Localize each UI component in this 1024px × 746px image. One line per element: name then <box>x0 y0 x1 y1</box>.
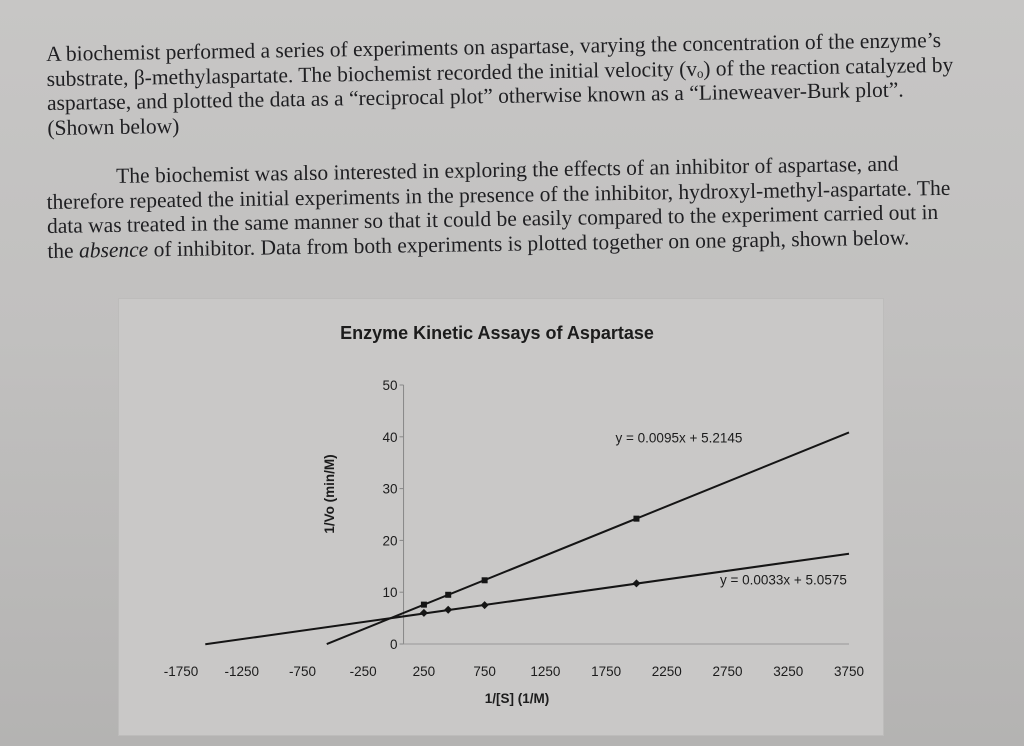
series-1-point <box>481 577 488 584</box>
x-tick-label: 750 <box>473 664 496 679</box>
y-axis-label: 1/Vo (min/M) <box>322 454 337 533</box>
series-2-trendline <box>205 552 850 646</box>
paragraph-inhibitor: The biochemist was also interested in ex… <box>46 151 967 263</box>
plot-area: 0 10 20 30 40 50 -1750 -1250 -750 -250 250 750 1250 1… <box>164 378 864 679</box>
x-axis-label: 1/[S] (1/M) <box>485 691 550 706</box>
y-tick-label: 10 <box>383 585 398 600</box>
series-1-trendline <box>326 431 850 645</box>
series-1-point <box>420 601 427 608</box>
series-1-point <box>633 515 640 522</box>
series-1-point <box>445 591 452 598</box>
y-tick-label: 50 <box>383 378 398 393</box>
chart-title: Enzyme Kinetic Assays of Aspartase <box>340 323 654 343</box>
x-tick-label: 2750 <box>713 664 743 679</box>
x-tick-label: -1750 <box>164 664 199 679</box>
series-2-point <box>444 605 453 614</box>
y-tick-label: 40 <box>383 430 398 445</box>
x-tick-label: 1750 <box>591 664 621 679</box>
chart-figure: Enzyme Kinetic Assays of Aspartase 1/[S]… <box>118 298 884 736</box>
series-2-point <box>632 579 641 588</box>
x-tick-label: 3750 <box>834 664 864 679</box>
series-2-point <box>480 601 489 610</box>
x-tick-label: -250 <box>350 664 377 679</box>
x-tick-label: -1250 <box>224 664 259 679</box>
x-tick-label: 2250 <box>652 664 682 679</box>
x-tick-label: -750 <box>289 664 316 679</box>
x-tick-label: 250 <box>413 664 436 679</box>
y-tick-label: 30 <box>383 482 398 497</box>
paragraph-intro: A biochemist performed a series of exper… <box>46 27 954 140</box>
x-tick-label: 3250 <box>773 664 803 679</box>
lineweaver-burk-chart: Enzyme Kinetic Assays of Aspartase 1/[S]… <box>164 323 864 706</box>
series-1-equation: y = 0.0095x + 5.2145 <box>616 430 743 445</box>
emphasis-absence: absence <box>78 236 149 262</box>
series-2-point <box>419 608 428 617</box>
y-tick-label: 20 <box>383 533 398 548</box>
series-2-equation: y = 0.0033x + 5.0575 <box>720 572 847 587</box>
y-tick-label: 0 <box>390 637 398 652</box>
x-tick-label: 1250 <box>530 664 560 679</box>
